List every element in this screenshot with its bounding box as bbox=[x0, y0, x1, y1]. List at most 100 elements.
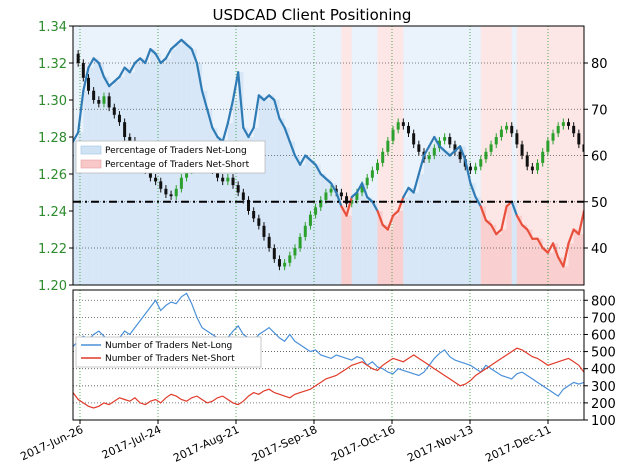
right-tick-label: 40 bbox=[591, 242, 608, 257]
bottom-panel: 100 200 300 400 500 600 700 800 Number of Trade… bbox=[72, 289, 616, 429]
candle-body bbox=[174, 188, 178, 197]
pct-line-segment bbox=[510, 200, 518, 217]
left-tick-label: 1.22 bbox=[38, 242, 67, 257]
candle-body bbox=[489, 144, 493, 152]
pct-line-segment bbox=[154, 52, 162, 65]
area-slice bbox=[434, 137, 440, 285]
candle-body bbox=[577, 133, 581, 145]
bg-band bbox=[516, 26, 523, 285]
candle-body bbox=[536, 162, 540, 171]
x-tick-label: 2017-Aug-21 bbox=[171, 423, 241, 465]
pct-line-segment bbox=[324, 177, 333, 185]
pct-line-segment bbox=[273, 98, 281, 120]
pct-line-segment bbox=[500, 205, 508, 231]
pct-line-segment bbox=[87, 57, 95, 69]
area-slice bbox=[377, 211, 384, 285]
bottom-legend: Number of Traders Net-Long Number of Tra… bbox=[75, 336, 262, 368]
pct-line-segment bbox=[123, 66, 131, 74]
pct-line-segment bbox=[355, 182, 364, 194]
candle-body bbox=[505, 125, 509, 130]
area-slice bbox=[114, 81, 120, 285]
bg-band bbox=[315, 26, 322, 285]
pct-line-segment bbox=[221, 122, 229, 143]
candle-body bbox=[92, 90, 96, 100]
candle-body bbox=[97, 100, 101, 104]
bg-band bbox=[465, 26, 471, 285]
bg-band bbox=[527, 26, 533, 285]
bg-band bbox=[393, 26, 399, 285]
pct-line-segment bbox=[175, 38, 183, 46]
area-slice bbox=[501, 229, 508, 285]
pct-line-segment bbox=[133, 57, 142, 65]
candle-body bbox=[169, 194, 173, 197]
area-slice bbox=[83, 90, 89, 285]
candle-body bbox=[86, 77, 90, 91]
pct-line-segment bbox=[557, 256, 565, 268]
candle-body bbox=[148, 170, 152, 178]
top-legend: Percentage of Traders Net-Long Percentag… bbox=[75, 140, 266, 174]
pct-line-segment bbox=[515, 214, 524, 226]
area-slice bbox=[573, 229, 580, 285]
area-slice bbox=[372, 201, 379, 285]
left-axis-ticks: 1.20 1.22 1.24 1.26 1.28 1.30 1.32 1.34 bbox=[38, 20, 73, 294]
candle-body bbox=[154, 177, 158, 182]
pct-line-segment bbox=[108, 80, 116, 88]
area-slice bbox=[429, 146, 435, 285]
area-slice bbox=[129, 72, 136, 285]
pct-line-segment bbox=[376, 209, 384, 226]
candle-body bbox=[448, 137, 452, 145]
candle-body bbox=[179, 177, 183, 189]
area-slice bbox=[547, 252, 554, 285]
area-slice bbox=[527, 229, 533, 285]
candle-body bbox=[231, 177, 235, 186]
candle-body bbox=[283, 262, 287, 267]
area-slice bbox=[578, 234, 584, 285]
area-slice bbox=[227, 123, 234, 285]
area-slice bbox=[258, 95, 265, 285]
area-slice bbox=[98, 63, 105, 285]
left-tick-label: 1.30 bbox=[38, 94, 67, 109]
area-slice bbox=[418, 174, 425, 285]
candle-body bbox=[443, 137, 447, 141]
pct-line-segment bbox=[211, 126, 219, 139]
pct-line-segment bbox=[345, 196, 353, 217]
area-slice bbox=[109, 86, 115, 285]
area-slice bbox=[325, 178, 332, 285]
candle-body bbox=[396, 122, 400, 130]
area-slice bbox=[346, 215, 353, 285]
area-slice bbox=[387, 229, 394, 285]
candle-body bbox=[474, 166, 478, 171]
pct-line-segment bbox=[474, 196, 482, 208]
pct-line-segment bbox=[97, 61, 106, 78]
area-slice bbox=[284, 127, 291, 285]
area-slice bbox=[289, 141, 296, 285]
pct-line-segment bbox=[469, 182, 477, 199]
area-slice bbox=[403, 197, 410, 285]
area-slice bbox=[253, 127, 260, 285]
pct-line-segment bbox=[314, 163, 322, 176]
candle-body bbox=[556, 125, 560, 134]
area-slice bbox=[341, 206, 348, 285]
pct-line-segment bbox=[268, 94, 276, 102]
area-slice bbox=[294, 155, 301, 285]
pct-line-segment bbox=[577, 209, 584, 236]
right-axis-ticks: 40 50 60 70 80 bbox=[584, 57, 608, 257]
candle-body bbox=[319, 199, 323, 208]
candle-body bbox=[277, 259, 281, 267]
pct-line-segment bbox=[82, 66, 90, 92]
pct-line-segment bbox=[479, 205, 488, 222]
candle-body bbox=[236, 185, 240, 193]
left-tick-label: 1.28 bbox=[38, 131, 67, 146]
area-slice bbox=[408, 187, 415, 285]
area-slice bbox=[305, 155, 311, 285]
series-traders-net-long bbox=[73, 292, 584, 397]
bg-band bbox=[501, 26, 508, 285]
chart-title: USDCAD Client Positioning bbox=[213, 6, 412, 24]
candle-body bbox=[479, 159, 483, 167]
pct-line-segment bbox=[278, 117, 286, 129]
candle-body bbox=[308, 214, 312, 226]
candle-body bbox=[81, 63, 85, 78]
candle-body bbox=[458, 151, 462, 160]
pct-line-segment bbox=[293, 154, 302, 166]
candle-body bbox=[381, 151, 385, 163]
